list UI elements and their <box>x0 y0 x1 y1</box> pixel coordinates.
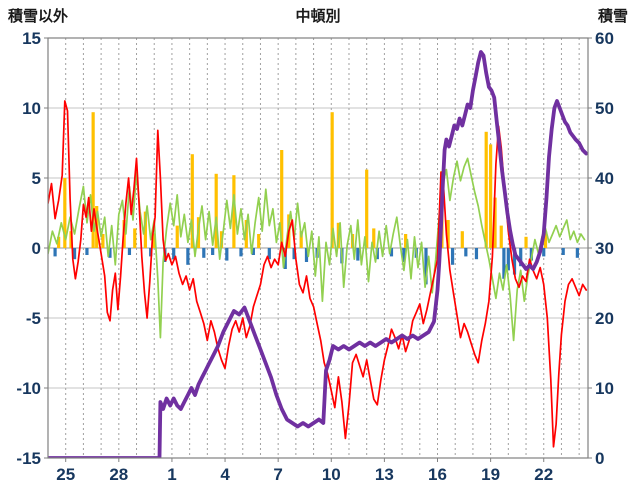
right-axis-tick-label: 0 <box>595 449 604 468</box>
x-axis-tick-label: 7 <box>273 465 282 484</box>
left-axis-tick-label: 15 <box>22 29 41 48</box>
series-orange-bars <box>57 112 548 248</box>
x-axis-tick-label: 22 <box>534 465 553 484</box>
x-axis-tick-label: 19 <box>481 465 500 484</box>
series-green-line <box>48 157 586 342</box>
chart-title: 中頓別 <box>295 8 341 25</box>
left-axis-tick-label: -5 <box>26 309 41 328</box>
x-axis-tick-label: 1 <box>167 465 176 484</box>
right-axis-tick-label: 40 <box>595 169 614 188</box>
x-axis-tick-label: 4 <box>220 465 230 484</box>
right-axis-title: 積雪 <box>597 8 628 25</box>
right-axis-tick-label: 20 <box>595 309 614 328</box>
left-axis-tick-label: 10 <box>22 99 41 118</box>
right-axis-tick-label: 30 <box>595 239 614 258</box>
series-red-line <box>48 100 588 448</box>
left-axis-tick-label: 5 <box>32 169 41 188</box>
right-axis-tick-label: 10 <box>595 379 614 398</box>
x-axis-tick-label: 25 <box>56 465 75 484</box>
left-axis-tick-label: -15 <box>16 449 41 468</box>
right-axis-tick-label: 60 <box>595 29 614 48</box>
left-axis-tick-label: 0 <box>32 239 41 258</box>
series-purple-line <box>48 50 588 458</box>
right-axis-tick-label: 50 <box>595 99 614 118</box>
x-axis-tick-label: 16 <box>428 465 447 484</box>
left-axis-tick-label: -10 <box>16 379 41 398</box>
x-axis-tick-label: 28 <box>109 465 128 484</box>
x-axis-tick-label: 10 <box>322 465 341 484</box>
left-axis-title: 積雪以外 <box>8 8 69 25</box>
x-axis-tick-label: 13 <box>375 465 394 484</box>
